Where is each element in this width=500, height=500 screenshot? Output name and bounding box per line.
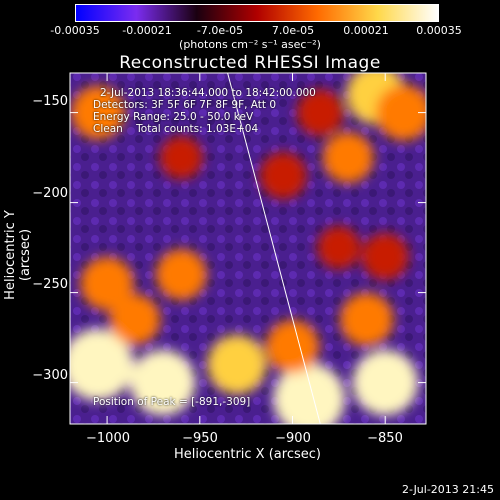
info-detectors: Detectors: 3F 5F 6F 7F 8F 9F, Att 0 xyxy=(93,99,277,111)
plot-frame xyxy=(69,72,427,425)
x-tick-label: −1000 xyxy=(86,431,130,446)
emission-region xyxy=(352,349,419,416)
y-tick-label: −150 xyxy=(32,94,68,109)
chart-title: Reconstructed RHESSI Image xyxy=(119,53,381,73)
emission-region xyxy=(265,320,320,374)
emission-region xyxy=(71,86,125,140)
x-tick-label: −850 xyxy=(367,431,403,446)
footer-timestamp: 2-Jul-2013 21:45 xyxy=(401,483,494,496)
colorbar-gradient xyxy=(76,5,438,21)
solar-limb-line xyxy=(227,73,321,424)
peak-position-label: Position of Peak = [-891,-309] xyxy=(93,396,251,408)
emission-region xyxy=(317,226,361,270)
emission-region xyxy=(361,233,409,281)
colorbar-tick: 0.00035 xyxy=(416,24,462,37)
y-tick-label: −200 xyxy=(32,186,68,201)
emission-region xyxy=(340,293,394,347)
emission-region xyxy=(109,294,161,345)
emission-region xyxy=(70,328,134,401)
info-clean-counts: Clean Total counts: 1.03E+04 xyxy=(93,123,259,135)
image-area xyxy=(70,73,426,424)
emission-region xyxy=(259,152,307,200)
emission-region xyxy=(322,132,374,183)
colorbar-tick: 7.0e-05 xyxy=(271,24,315,37)
colorbar-tick: -7.0e-05 xyxy=(196,24,244,37)
info-time-range: 2-Jul-2013 18:36:44.000 to 18:42:00.000 xyxy=(100,87,316,99)
x-axis-label: Heliocentric X (arcsec) xyxy=(174,447,321,462)
emission-region xyxy=(273,362,346,424)
emission-region xyxy=(159,136,203,180)
colorbar-tick: -0.00021 xyxy=(122,24,172,37)
emission-region xyxy=(207,334,267,395)
y-tick-label: −250 xyxy=(32,277,68,292)
emission-region xyxy=(155,249,207,300)
x-tick-label: −900 xyxy=(275,431,311,446)
colorbar-units: (photons cm⁻² s⁻¹ asec⁻²) xyxy=(179,38,321,51)
y-axis-label: Heliocentric Y (arcsec) xyxy=(3,210,33,300)
colorbar xyxy=(75,4,439,22)
info-energy-range: Energy Range: 25.0 - 50.0 keV xyxy=(93,111,254,123)
colorbar-tick: -0.00035 xyxy=(50,24,100,37)
emission-region xyxy=(296,89,344,137)
x-tick-label: −950 xyxy=(182,431,218,446)
emission-region xyxy=(80,257,134,311)
emission-region xyxy=(375,84,426,141)
y-tick-label: −300 xyxy=(32,368,68,383)
emission-region xyxy=(129,349,196,416)
colorbar-tick: 0.00021 xyxy=(343,24,389,37)
